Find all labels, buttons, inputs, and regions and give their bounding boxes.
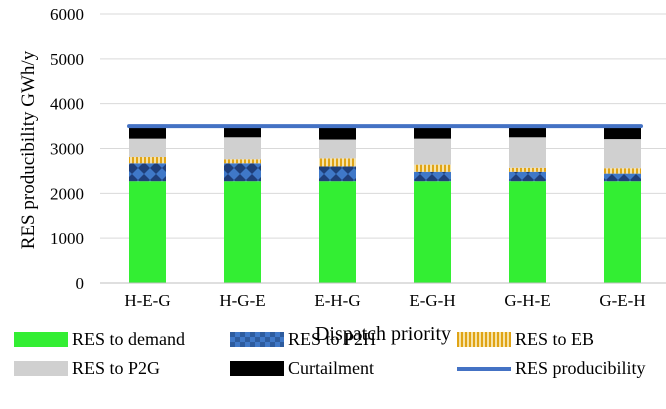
legend-item-curtailment: Curtailment (230, 355, 374, 381)
legend-item-res-to-p2g: RES to P2G (14, 355, 160, 381)
y-tick-label: 5000 (50, 50, 84, 69)
bar-segment-res-to-p2g (509, 137, 546, 168)
bar-segment-res-to-p2g (319, 139, 356, 159)
legend-label: Curtailment (288, 357, 374, 378)
x-tick-label: H-G-E (219, 291, 265, 310)
bar-segment-res-to-eb (604, 168, 641, 174)
bar-segment-res-to-demand (224, 181, 261, 283)
bar-segment-res-to-eb (414, 164, 451, 172)
legend-item-res-to-demand: RES to demand (14, 326, 185, 352)
gridlines (100, 13, 666, 239)
bar-segment-res-to-demand (509, 181, 546, 283)
bar-segment-res-to-p2h (224, 163, 261, 182)
bar-segment-res-to-p2h (509, 171, 546, 182)
legend: RES to demand RES to P2H RES to EB RES t… (0, 326, 666, 409)
bar-segment-curtailment (224, 126, 261, 138)
bar-segment-res-to-demand (319, 181, 356, 283)
bar-segment-res-to-eb (509, 167, 546, 172)
bar-segment-res-to-p2h (604, 173, 641, 182)
legend-label: RES producibility (515, 357, 646, 378)
bar-segment-curtailment (604, 126, 641, 140)
x-axis-title: Dispatch priority (315, 323, 451, 345)
legend-swatch-res-to-eb (457, 331, 511, 347)
bar-segment-res-to-p2h (129, 163, 166, 182)
y-axis-ticks: 0 1000 2000 3000 4000 5000 6000 (50, 5, 84, 293)
bar-segment-res-to-eb (319, 158, 356, 167)
bar-segment-res-to-eb (224, 159, 261, 164)
y-tick-label: 2000 (50, 184, 84, 203)
y-tick-label: 3000 (50, 140, 84, 159)
y-tick-label: 4000 (50, 95, 84, 114)
y-axis-title: RES producibility GWh/y (18, 50, 39, 249)
y-tick-label: 0 (76, 274, 85, 293)
bar-segment-res-to-p2g (224, 137, 261, 160)
x-tick-label: E-G-H (409, 291, 455, 310)
legend-item-res-to-eb: RES to EB (457, 326, 594, 352)
legend-item-res-to-p2h: RES to P2H (230, 326, 376, 352)
bar-segment-curtailment (129, 126, 166, 139)
x-tick-label: H-E-G (124, 291, 170, 310)
bar-segment-res-to-p2g (414, 138, 451, 165)
legend-item-res-producibility: RES producibility (457, 355, 646, 381)
legend-swatch-curtailment (230, 360, 284, 376)
legend-swatch-res-to-p2h (230, 331, 284, 347)
bar-segment-res-to-eb (129, 157, 166, 164)
bar-segment-res-to-p2h (414, 171, 451, 182)
bar-segment-res-to-p2h (319, 166, 356, 182)
x-axis-ticks: H-E-G H-G-E E-H-G E-G-H G-H-E G-E-H (124, 291, 645, 310)
bar-segment-res-to-p2g (129, 138, 166, 158)
bar-segment-res-to-demand (414, 181, 451, 283)
bar-segment-curtailment (414, 126, 451, 139)
legend-label: RES to P2H (288, 328, 377, 349)
bar-segment-curtailment (509, 126, 546, 138)
legend-swatch-res-to-p2g (14, 360, 68, 376)
bar-segment-res-to-p2g (604, 139, 641, 169)
legend-label: RES to EB (515, 328, 595, 349)
bar-segment-curtailment (319, 126, 356, 140)
bar-segment-res-to-demand (604, 181, 641, 283)
y-tick-label: 1000 (50, 229, 84, 248)
legend-swatch-res-producibility (457, 361, 511, 376)
y-tick-label: 6000 (50, 5, 84, 24)
bars (129, 126, 641, 283)
x-tick-label: G-E-H (599, 291, 645, 310)
legend-swatch-res-to-demand (14, 331, 68, 347)
x-tick-label: G-H-E (504, 291, 550, 310)
legend-label: RES to P2G (72, 357, 161, 378)
bar-segment-res-to-demand (129, 181, 166, 283)
x-tick-label: E-H-G (314, 291, 360, 310)
legend-label: RES to demand (72, 328, 185, 349)
